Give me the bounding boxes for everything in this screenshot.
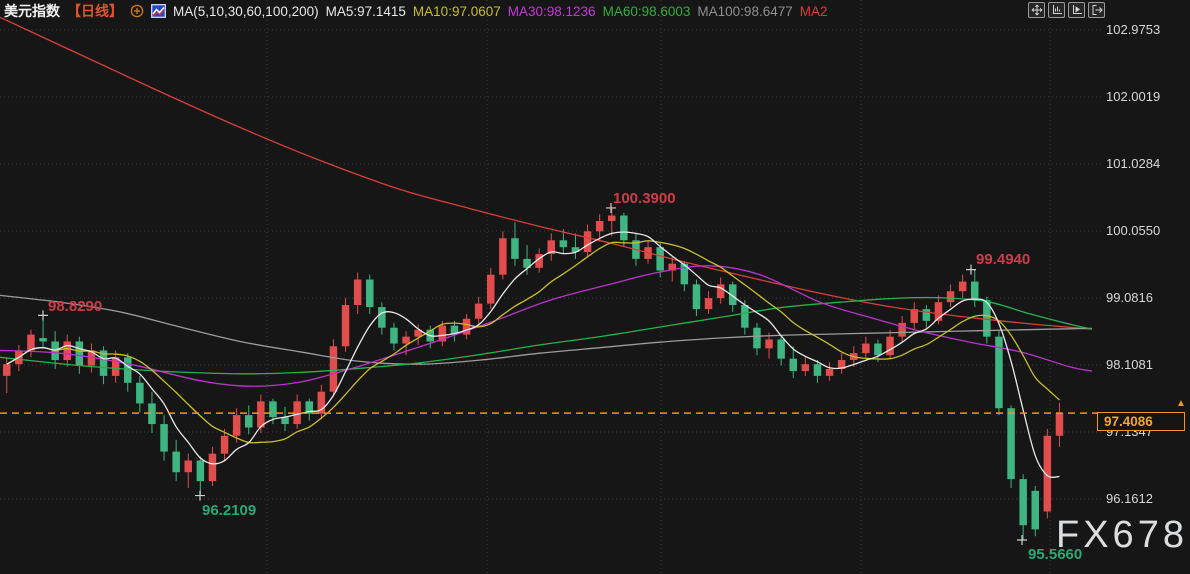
y-axis-label: 102.0019 bbox=[1106, 88, 1161, 104]
ma-line-ma5 bbox=[6, 231, 1060, 478]
price-annotation: 100.3900 bbox=[613, 190, 676, 207]
chart-toolbar bbox=[1028, 2, 1105, 18]
ma-value: MA5:97.1415 bbox=[325, 3, 406, 19]
price-annotation: 95.5660 bbox=[1028, 546, 1082, 563]
watermark: FX678 bbox=[1056, 514, 1188, 556]
ma-value: MA100:98.6477 bbox=[697, 3, 793, 19]
ma-line-ma60 bbox=[0, 296, 1093, 375]
extreme-marker bbox=[966, 264, 976, 275]
current-price-tag: 97.4086 bbox=[1097, 412, 1185, 431]
extreme-marker bbox=[38, 310, 48, 321]
move-icon[interactable] bbox=[1028, 2, 1045, 18]
timeframe-label: 【日线】 bbox=[67, 3, 123, 19]
price-annotation: 99.4940 bbox=[976, 251, 1030, 268]
ma-value: MA60:98.6003 bbox=[602, 3, 691, 19]
ma-line-ma100 bbox=[0, 294, 1093, 365]
ma-value: MA2 bbox=[799, 3, 828, 19]
candles bbox=[3, 207, 1064, 540]
instrument-title: 美元指数 bbox=[4, 3, 60, 19]
annotations: 98.8290 96.2109 100.3900 99.4940 95.5660 bbox=[38, 190, 1082, 563]
axis-play-icon[interactable] bbox=[1068, 2, 1085, 18]
current-price-value: 97.4086 bbox=[1104, 414, 1153, 429]
extreme-marker bbox=[195, 490, 205, 501]
chart-type-icon[interactable] bbox=[151, 4, 166, 18]
ma-settings-label: MA(5,10,30,60,100,200) bbox=[173, 3, 319, 19]
y-axis-label: 101.0284 bbox=[1106, 156, 1161, 171]
y-axis-label: 98.1081 bbox=[1106, 356, 1153, 372]
y-axis-label: 102.9753 bbox=[1106, 22, 1161, 37]
y-axis-label: 99.0816 bbox=[1106, 289, 1153, 305]
exit-icon[interactable] bbox=[1088, 2, 1105, 18]
price-annotation: 96.2109 bbox=[202, 502, 256, 519]
ma-line-ma30 bbox=[0, 265, 1093, 387]
ma-value: MA30:98.1236 bbox=[507, 3, 596, 19]
grid-lines bbox=[0, 0, 1102, 574]
price-up-arrow-icon: ▲ bbox=[1176, 398, 1186, 409]
ma-line-ma200 bbox=[0, 16, 1093, 330]
extreme-marker bbox=[606, 202, 616, 213]
extreme-marker bbox=[1017, 534, 1027, 545]
ma-line-ma10 bbox=[6, 240, 1060, 444]
ma-value: MA10:97.0607 bbox=[412, 3, 501, 19]
y-axis-label: 100.0550 bbox=[1106, 222, 1161, 238]
add-indicator-icon[interactable] bbox=[130, 4, 144, 18]
y-axis-label: 96.1612 bbox=[1106, 491, 1153, 506]
price-annotation: 98.8290 bbox=[48, 298, 102, 315]
chart-header: 美元指数 【日线】 MA(5,10,30,60,100,200) MA5:97.… bbox=[4, 2, 828, 20]
axis-scale-icon[interactable] bbox=[1048, 2, 1065, 18]
